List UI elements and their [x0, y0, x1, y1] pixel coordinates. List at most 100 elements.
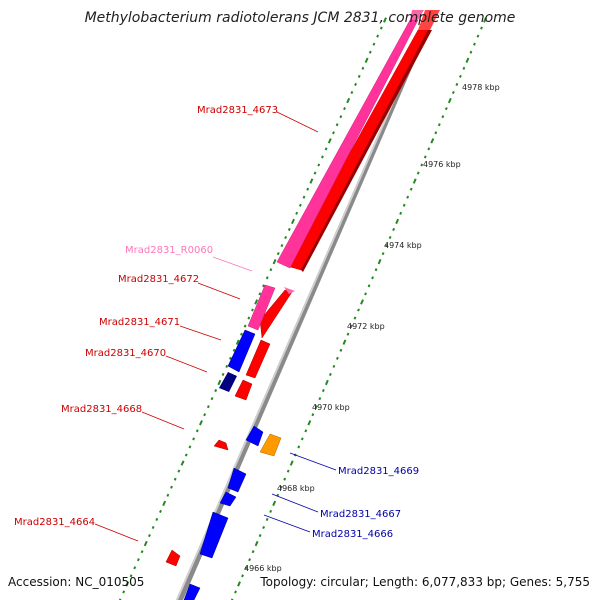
scale-tick — [306, 187, 310, 191]
scale-tick — [203, 413, 207, 417]
gene-mrad2831-4669-orange — [259, 433, 282, 457]
scale-labels: 4978 kbp 4976 kbp 4974 kbp 4972 kbp 4970… — [244, 83, 500, 573]
genome-backbone-highlight — [176, 10, 434, 600]
scale-tick — [192, 437, 196, 441]
scale-tick — [170, 485, 173, 489]
scale-tick — [289, 460, 294, 466]
scale-tick — [188, 445, 192, 449]
gene-label: Mrad2831_4668 — [61, 404, 142, 415]
scale-tick — [284, 235, 288, 240]
ticks-outer-row — [230, 17, 487, 600]
scale-tick — [129, 574, 133, 578]
scale-tick — [339, 348, 343, 352]
scale-tick — [420, 163, 424, 167]
gene-label: Mrad2831_4671 — [99, 317, 180, 328]
scale-tick — [272, 258, 277, 265]
scale-tick — [234, 590, 237, 594]
scale-tick — [455, 82, 459, 86]
gene-label: Mrad2831_4666 — [312, 529, 393, 540]
scale-tick — [473, 42, 476, 46]
scale-tick — [364, 292, 367, 296]
scale-tick — [434, 131, 438, 135]
gene-mrad2831-4670-blue — [227, 329, 256, 373]
scale-tick — [184, 453, 188, 457]
label-leader-lines — [94, 111, 337, 542]
scale-tick — [206, 405, 210, 409]
scale-tick — [480, 26, 483, 30]
scale-tick — [462, 66, 466, 70]
scale-tick — [423, 155, 427, 159]
scale-tick — [269, 509, 273, 513]
scale-tick — [140, 550, 144, 554]
scale-label: 4970 kbp — [312, 403, 350, 412]
gene-label: Mrad2831_4670 — [85, 348, 166, 359]
gene-mrad2831-4673-bar — [286, 29, 429, 271]
scale-tick — [313, 171, 317, 175]
scale-tick — [166, 493, 170, 497]
accession-text: Accession: NC_010505 — [8, 575, 145, 589]
scale-tick — [118, 598, 122, 600]
scale-tick — [321, 389, 325, 393]
scale-tick — [416, 171, 420, 175]
gene-mrad2831-4664-red — [165, 549, 181, 567]
scale-tick — [136, 558, 140, 562]
scale-tick — [392, 227, 396, 231]
gene-mrad2831-4669-blue — [245, 425, 264, 447]
scale-tick — [357, 308, 360, 312]
gene-mrad2831-4670-arrow — [234, 379, 253, 401]
scale-tick — [327, 138, 332, 144]
scale-tick — [458, 74, 462, 78]
gene-mrad2831-4673-pink-end — [410, 10, 424, 20]
scale-tick — [377, 258, 382, 265]
gene-label: Mrad2831_4667 — [320, 509, 401, 520]
scale-tick — [321, 155, 324, 159]
scale-tick — [307, 420, 312, 426]
scale-tick — [451, 90, 455, 95]
scale-tick — [304, 429, 308, 433]
scale-tick — [241, 574, 244, 578]
scale-tick — [483, 17, 487, 23]
gene-mrad2831-4668-red — [213, 439, 229, 451]
scale-tick — [350, 90, 354, 95]
gene-mrad2831-4671-arrow — [245, 339, 271, 379]
scale-tick — [287, 227, 291, 231]
gene-label: Mrad2831_R0060 — [125, 245, 213, 256]
scale-tick — [437, 123, 441, 127]
scale-tick — [318, 397, 322, 401]
scale-tick — [300, 437, 304, 441]
scale-tick — [237, 581, 241, 587]
scale-tick — [133, 566, 137, 570]
scale-tick — [309, 178, 314, 184]
scale-tick — [177, 469, 181, 473]
scale-tick — [251, 550, 255, 554]
forward-strand-features — [234, 10, 440, 401]
scale-label: 4966 kbp — [244, 564, 282, 573]
scale-tick — [371, 276, 374, 280]
scale-tick — [143, 540, 148, 547]
scale-tick — [332, 364, 336, 368]
rna-strand-features — [247, 10, 424, 331]
scale-tick — [272, 500, 277, 507]
scale-tick — [162, 500, 167, 507]
scale-tick — [265, 276, 269, 280]
scale-tick — [235, 339, 240, 345]
scale-tick — [317, 163, 321, 167]
gene-mrad2831-4673-end-top — [418, 10, 440, 30]
scale-tick — [199, 420, 203, 426]
scale-tick — [409, 187, 413, 191]
scale-tick — [217, 379, 222, 386]
scale-tick — [180, 460, 185, 466]
scale-label: 4972 kbp — [347, 322, 385, 331]
scale-label: 4974 kbp — [384, 241, 422, 250]
scale-tick — [367, 284, 371, 288]
scale-label: 4978 kbp — [462, 83, 500, 92]
scale-tick — [279, 485, 283, 489]
scale-tick — [258, 534, 262, 538]
scale-tick — [311, 413, 315, 417]
scale-tick — [276, 252, 280, 256]
scale-tick — [262, 284, 265, 288]
gene-mrad2831-4667-blue — [227, 467, 247, 493]
scale-tick — [228, 356, 232, 360]
scale-tick — [151, 525, 155, 530]
